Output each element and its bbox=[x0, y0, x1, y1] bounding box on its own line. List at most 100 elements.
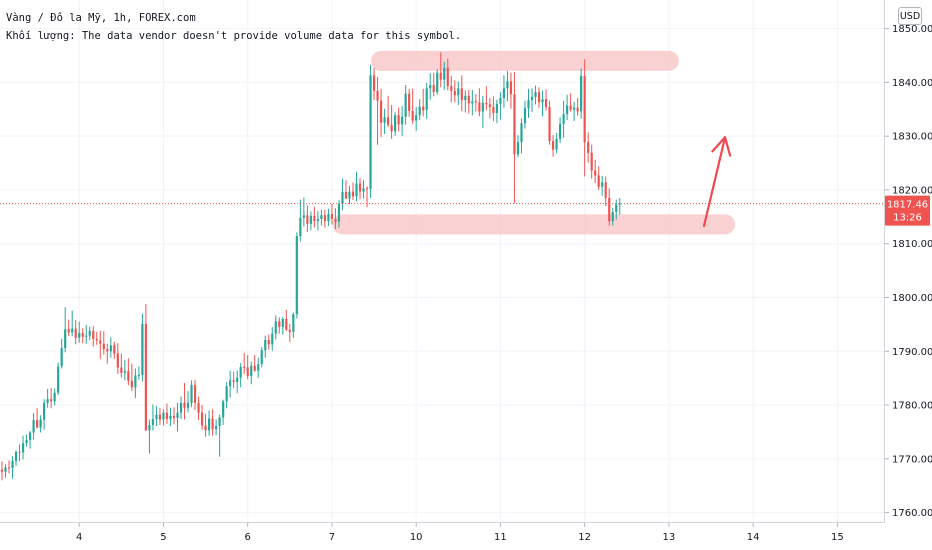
candle bbox=[14, 450, 18, 466]
candle bbox=[580, 68, 583, 119]
candle-body bbox=[14, 451, 18, 461]
candle bbox=[544, 89, 548, 111]
candle bbox=[523, 100, 527, 129]
candle-body bbox=[46, 399, 49, 403]
candle-body bbox=[120, 367, 123, 373]
candle-body bbox=[492, 107, 495, 114]
candle-body bbox=[243, 366, 246, 368]
candle-body bbox=[127, 371, 130, 381]
candle-body bbox=[523, 108, 527, 124]
candle-body bbox=[608, 198, 611, 222]
candle-body bbox=[225, 386, 228, 402]
candle-body bbox=[183, 402, 186, 408]
candle bbox=[39, 415, 42, 433]
candle bbox=[520, 118, 523, 154]
candle-body bbox=[597, 175, 600, 187]
candle-body bbox=[88, 330, 91, 336]
candle bbox=[450, 75, 453, 103]
candle-body bbox=[64, 329, 67, 349]
candle bbox=[60, 338, 63, 369]
candle bbox=[155, 406, 158, 427]
candle-body bbox=[39, 419, 42, 428]
candle-body bbox=[450, 86, 453, 91]
time-axis[interactable]: 4 5 6 7 10 11 12 13 14 15 bbox=[76, 523, 844, 543]
candle bbox=[211, 409, 214, 436]
candle bbox=[604, 176, 607, 207]
candle bbox=[358, 178, 362, 200]
symbol-legend: Vàng / Đô la Mỹ, 1h, FOREX.com bbox=[6, 12, 196, 24]
candle bbox=[401, 106, 404, 137]
candle-body bbox=[113, 345, 116, 354]
candle-body bbox=[71, 328, 74, 333]
candle bbox=[21, 435, 25, 460]
candle-body bbox=[158, 414, 162, 420]
candle-body bbox=[264, 339, 267, 351]
candle-body bbox=[21, 443, 25, 453]
candle bbox=[411, 88, 414, 124]
candle-body bbox=[204, 425, 207, 431]
candle bbox=[64, 307, 67, 353]
candle bbox=[516, 135, 520, 158]
candle bbox=[18, 444, 21, 461]
candle bbox=[485, 86, 488, 111]
candle bbox=[379, 88, 383, 138]
candle-body bbox=[197, 402, 200, 413]
candle bbox=[429, 73, 432, 100]
candle bbox=[134, 368, 137, 399]
candle-body bbox=[365, 188, 369, 190]
candle bbox=[499, 92, 502, 120]
candle bbox=[422, 88, 425, 117]
candle-body bbox=[387, 117, 390, 125]
candle bbox=[102, 331, 105, 355]
currency-button[interactable]: USD bbox=[898, 7, 922, 25]
y-tick-label: 1830.00 bbox=[892, 132, 932, 143]
candle bbox=[292, 312, 295, 338]
candle bbox=[460, 75, 463, 112]
candle bbox=[316, 210, 319, 231]
candle-body bbox=[109, 345, 112, 352]
candle-body bbox=[260, 350, 263, 365]
candle-body bbox=[229, 380, 232, 387]
candle-body bbox=[530, 96, 534, 101]
candle bbox=[425, 82, 428, 119]
candle bbox=[53, 388, 56, 406]
candle bbox=[0, 461, 4, 481]
candle-body bbox=[485, 102, 488, 105]
candle-body bbox=[130, 380, 133, 388]
candle bbox=[148, 419, 151, 454]
candle-body bbox=[141, 323, 144, 375]
candle bbox=[344, 180, 348, 200]
candle-body bbox=[137, 374, 140, 376]
candle-body bbox=[4, 467, 7, 472]
candle-body bbox=[569, 105, 572, 110]
candle bbox=[590, 144, 593, 179]
price-axis[interactable]: 1760.00 1770.00 1780.00 1790.00 1800.00 1810.… bbox=[885, 24, 932, 519]
candle bbox=[432, 72, 435, 97]
candle-body bbox=[323, 215, 327, 222]
candle-body bbox=[257, 364, 260, 371]
candle-body bbox=[78, 332, 81, 338]
candle bbox=[530, 88, 534, 112]
candle bbox=[32, 413, 35, 440]
candle-body bbox=[11, 460, 14, 468]
candle-body bbox=[478, 102, 481, 112]
candle bbox=[246, 355, 249, 380]
candle-body bbox=[457, 88, 460, 96]
candle-body bbox=[211, 418, 214, 430]
candle-body bbox=[432, 85, 435, 93]
candle-body bbox=[193, 385, 197, 403]
candle-body bbox=[509, 81, 513, 95]
candle-body bbox=[320, 215, 323, 219]
candle bbox=[576, 97, 579, 116]
x-tick-label: 14 bbox=[747, 532, 760, 543]
candle bbox=[453, 80, 456, 103]
candle-body bbox=[236, 377, 239, 382]
candle-body bbox=[566, 105, 569, 115]
candle-body bbox=[50, 399, 53, 402]
candle bbox=[548, 100, 551, 145]
candle-body bbox=[253, 365, 256, 371]
y-tick-label: 1820.00 bbox=[892, 185, 932, 196]
candle bbox=[471, 89, 474, 116]
candle bbox=[225, 381, 228, 409]
